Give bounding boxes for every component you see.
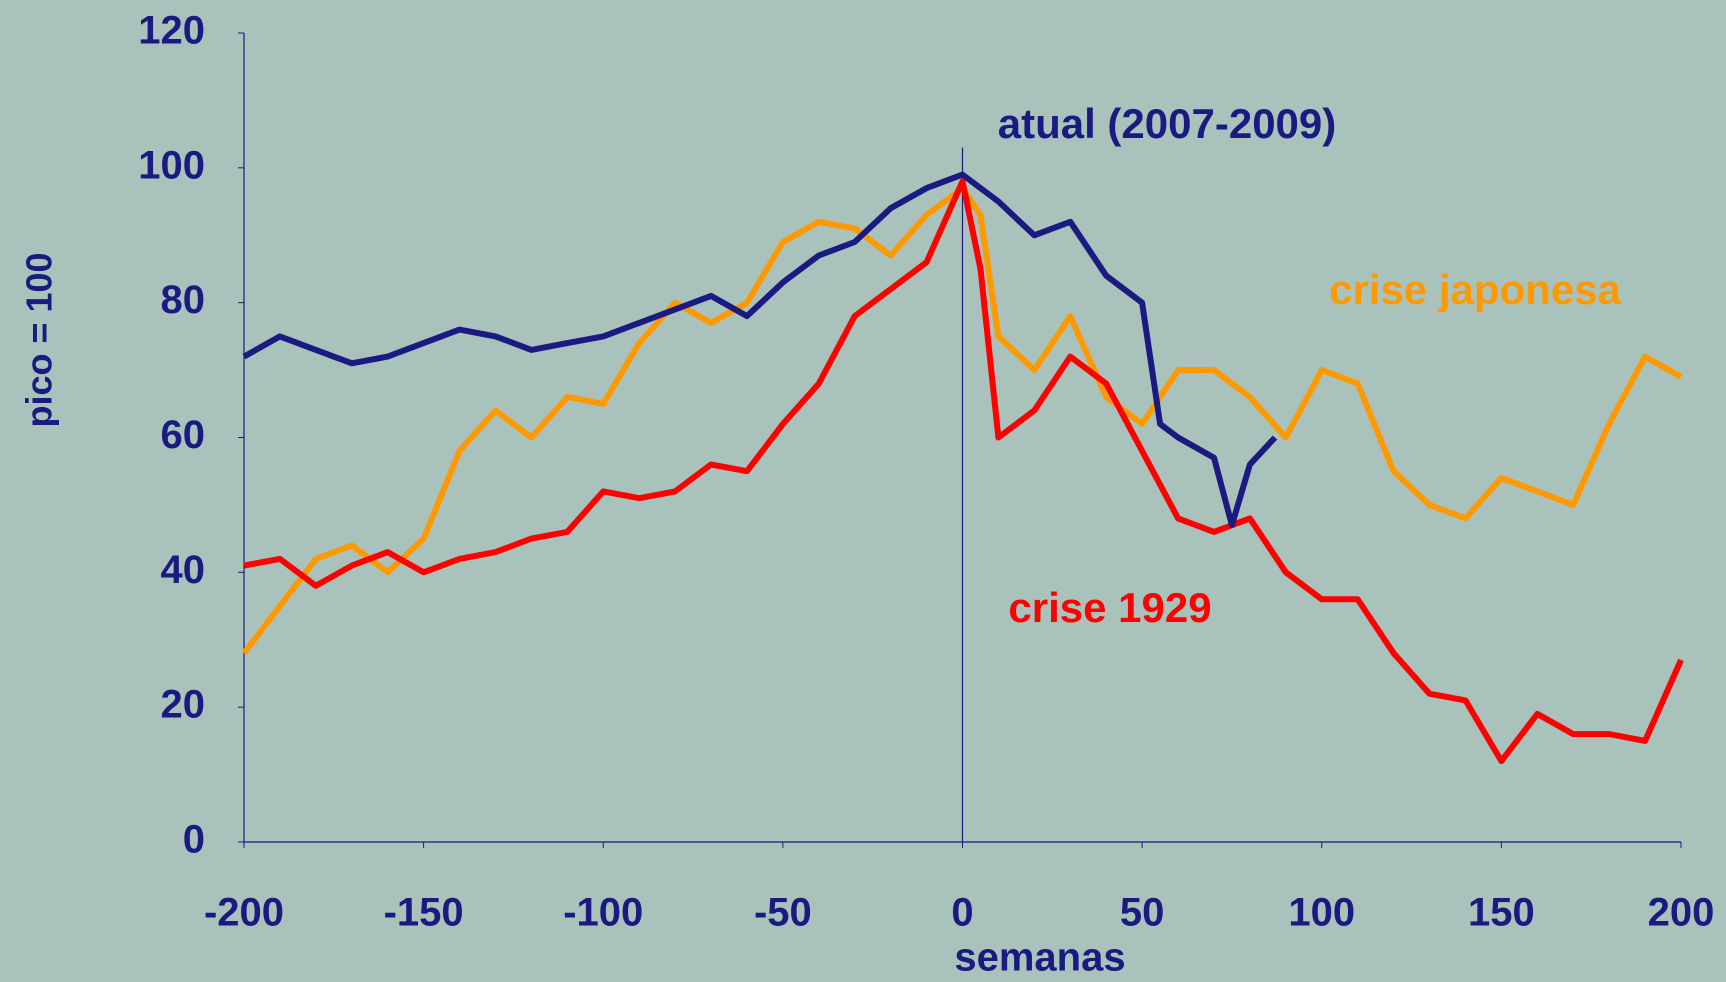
chart: semanas pico = 100 0 20 40 60 80 100 120 -200 -1… [0,0,1726,982]
x-tick-label: -200 [204,891,284,935]
x-tick-label: 0 [951,891,973,935]
x-tick-label: -150 [384,891,464,935]
y-tick-label: 20 [161,683,206,727]
x-axis-title: semanas [954,936,1125,980]
series-label: atual (2007-2009) [998,100,1337,147]
y-tick-label: 120 [138,9,205,53]
y-tick-label: 100 [138,143,205,187]
x-tick-label: -100 [563,891,643,935]
x-tick-label: 200 [1648,891,1715,935]
y-tick-label: 40 [161,548,206,592]
x-tick-label: -50 [754,891,812,935]
x-tick-label: 100 [1288,891,1355,935]
y-axis-title: pico = 100 [19,252,60,427]
series-label: crise 1929 [1008,584,1211,631]
series-line [244,175,1275,525]
y-tick-label: 80 [161,278,206,322]
series-label: crise japonesa [1329,266,1621,313]
x-tick-label: 150 [1468,891,1535,935]
x-tick-label: 50 [1120,891,1165,935]
y-tick-label: 60 [161,413,206,457]
y-tick-label: 0 [183,818,205,862]
